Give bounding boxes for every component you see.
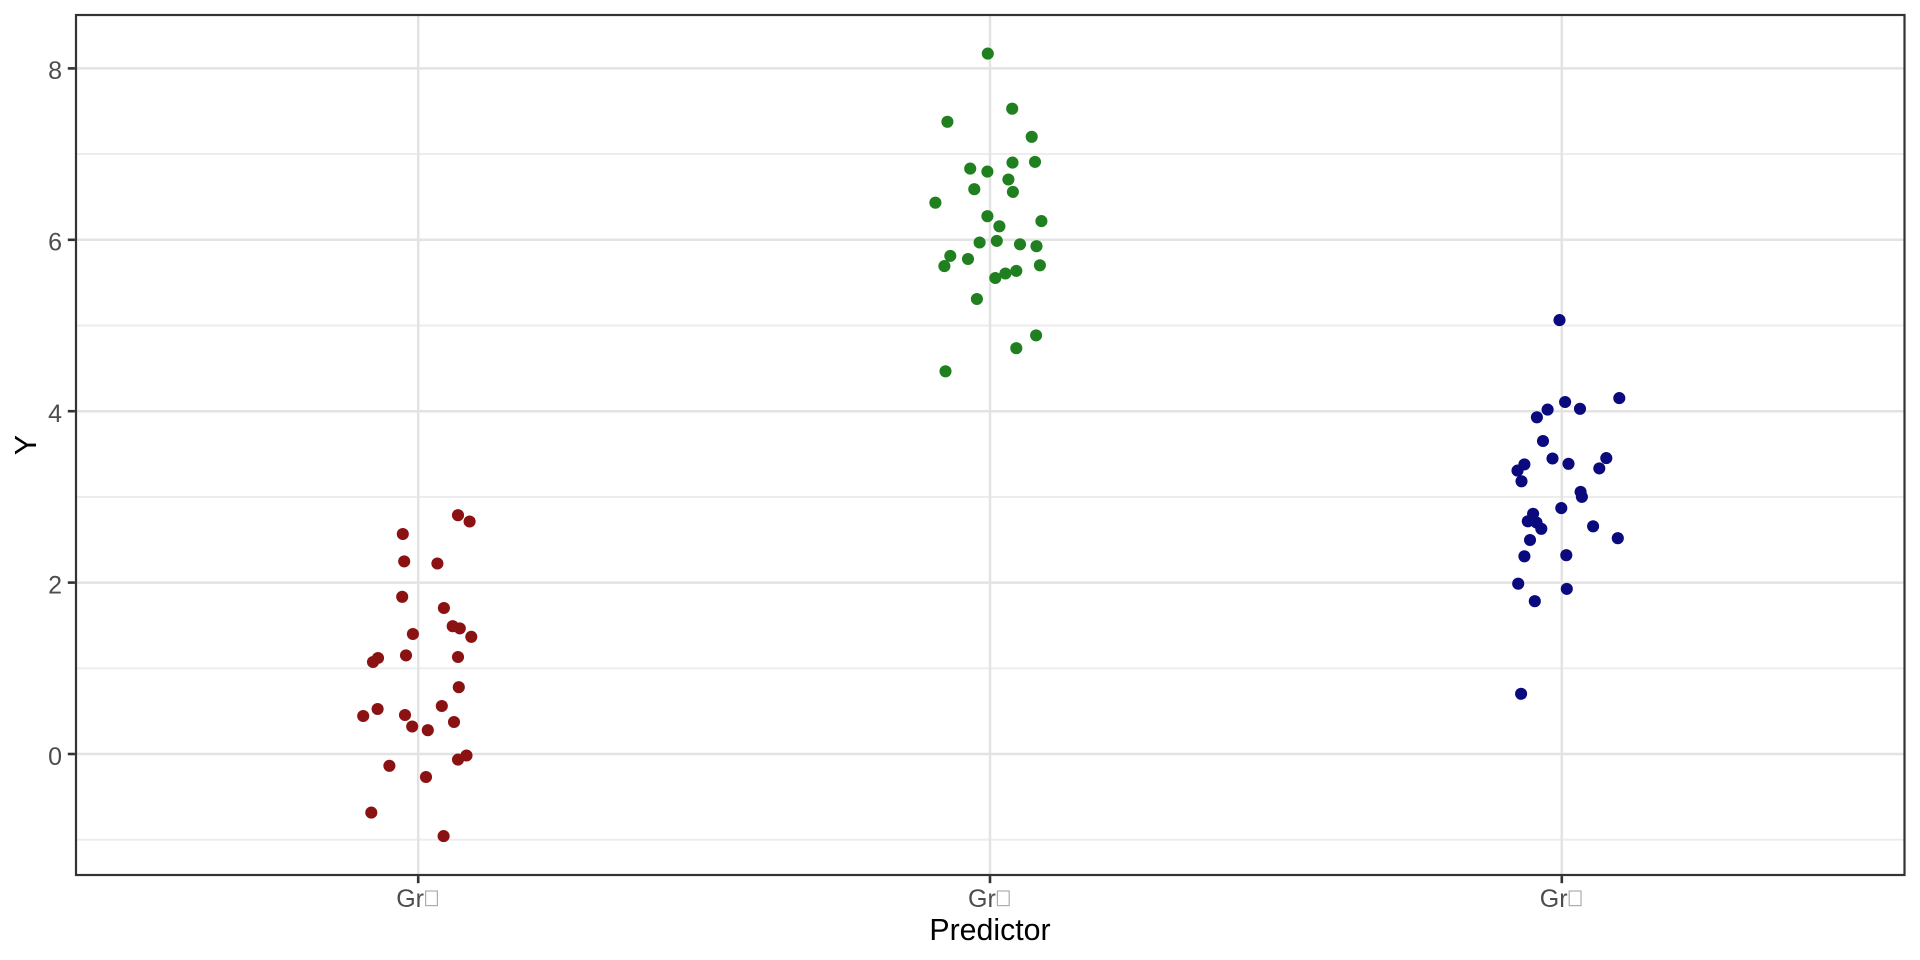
svg-text:6: 6 — [48, 229, 62, 257]
svg-text:Gr: Gr — [396, 885, 424, 913]
svg-text:Y: Y — [10, 435, 43, 455]
svg-text:2: 2 — [48, 571, 62, 599]
svg-text:Gr: Gr — [1540, 885, 1568, 913]
svg-text:4: 4 — [48, 400, 62, 428]
svg-text:0: 0 — [48, 743, 62, 771]
svg-text:Gr: Gr — [968, 885, 996, 913]
svg-text:8: 8 — [48, 57, 62, 85]
svg-text:Predictor: Predictor — [929, 914, 1050, 947]
